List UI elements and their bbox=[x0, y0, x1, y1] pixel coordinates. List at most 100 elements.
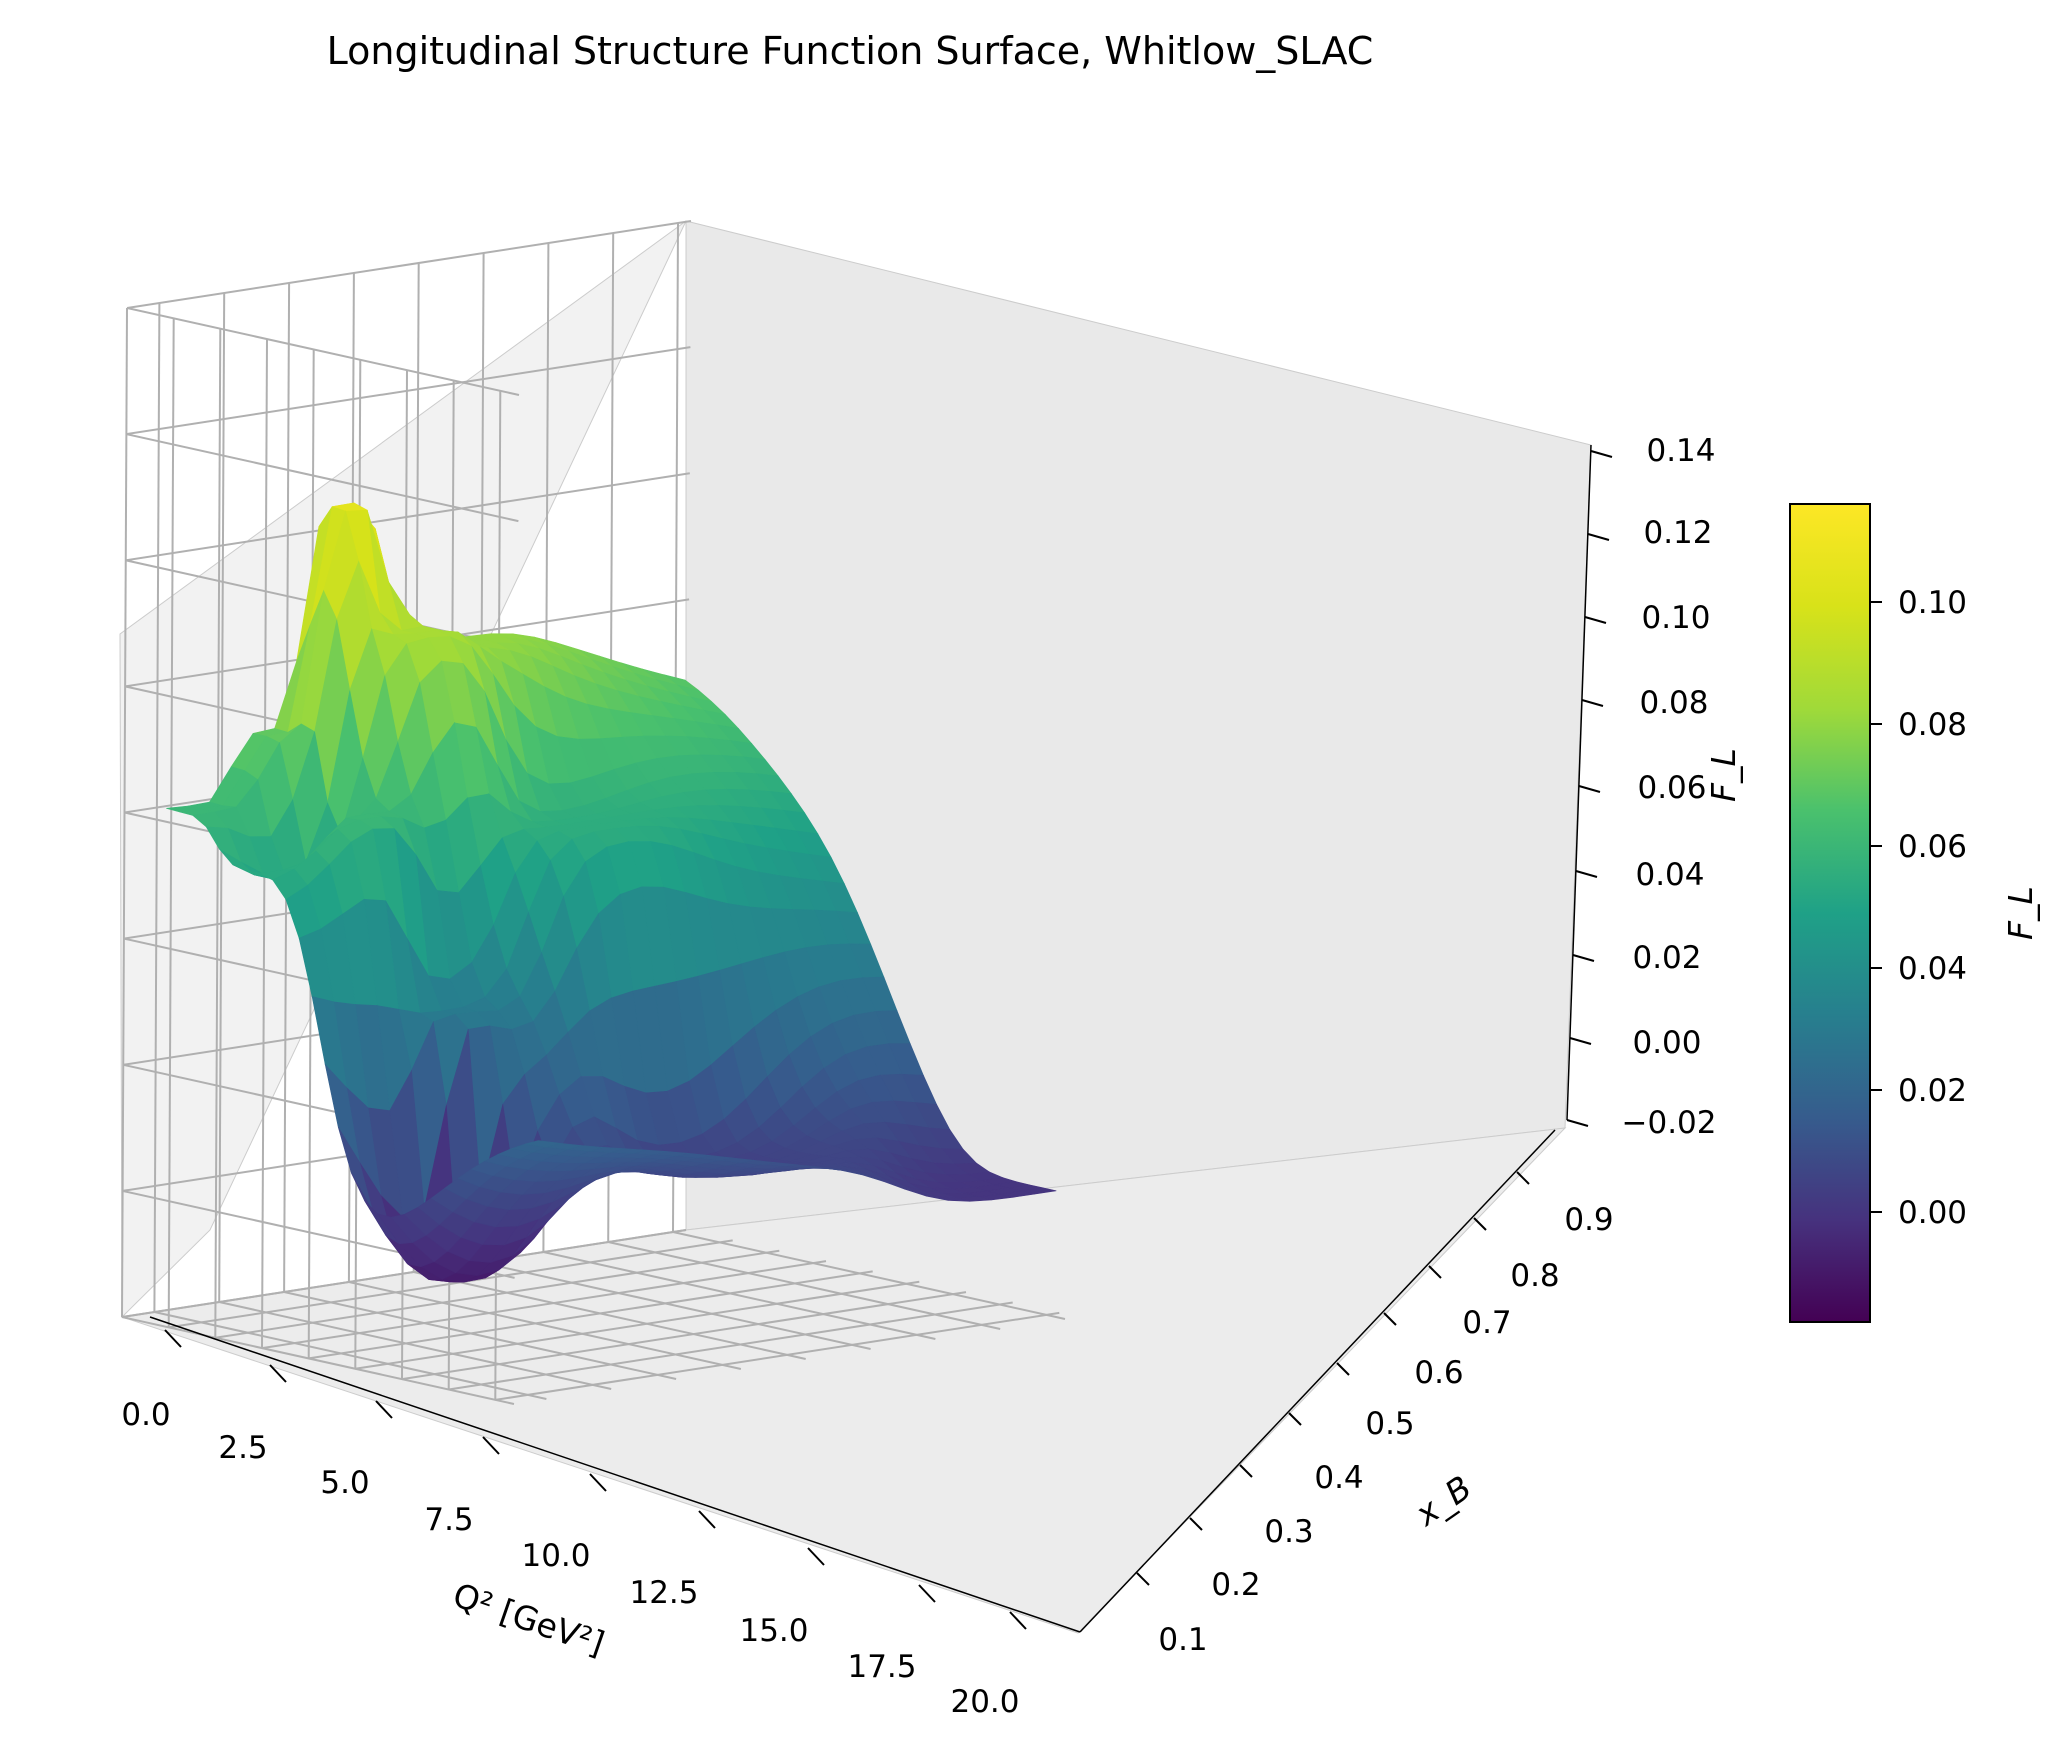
grid-line bbox=[283, 1291, 677, 1380]
grid-line bbox=[126, 220, 692, 309]
z-tick-label: 0.06 bbox=[1637, 770, 1706, 806]
grid-line bbox=[672, 1231, 1066, 1320]
grid-line bbox=[154, 1311, 547, 1400]
grid-line bbox=[126, 346, 691, 436]
z-axis-line bbox=[1566, 444, 1592, 1121]
y-tick-label: 0.7 bbox=[1462, 1305, 1511, 1341]
x-tick: 2.5 bbox=[218, 1364, 287, 1466]
x-tick: 15.0 bbox=[739, 1547, 825, 1649]
colorbar-tick-label: 0.10 bbox=[1898, 585, 1967, 621]
x-tick: 10.0 bbox=[521, 1473, 607, 1574]
colorbar-tick: 0.02 bbox=[1870, 1073, 1967, 1109]
y-tick: 0.7 bbox=[1428, 1265, 1512, 1341]
grid-line bbox=[218, 1301, 612, 1390]
x-tick: 7.5 bbox=[424, 1436, 500, 1538]
z-tick-label: 0.14 bbox=[1646, 433, 1715, 469]
colorbar: 0.00 0.02 0.04 0.06 0.08 0.10 F_L bbox=[1789, 503, 2040, 1323]
x-tick: 12.5 bbox=[629, 1510, 716, 1611]
z-tick: 0.10 bbox=[1584, 600, 1711, 636]
y-tick-label: 0.8 bbox=[1510, 1258, 1559, 1294]
z-tick-label: 0.08 bbox=[1639, 685, 1708, 721]
x-tick-label: 12.5 bbox=[629, 1575, 698, 1611]
x-tick: 0.0 bbox=[121, 1329, 182, 1433]
x-tick: 17.5 bbox=[847, 1584, 936, 1685]
grid-line bbox=[121, 1229, 687, 1318]
z-tick: −0.02 bbox=[1566, 1105, 1717, 1141]
z-tick-label: −0.02 bbox=[1622, 1105, 1717, 1141]
y-tick: 0.4 bbox=[1288, 1412, 1364, 1496]
colorbar-tick: 0.04 bbox=[1870, 951, 1967, 987]
x-axis-label: Q² [GeV²] bbox=[448, 1575, 609, 1663]
y-axis-label: x_B bbox=[1407, 1468, 1478, 1534]
z-tick: 0.00 bbox=[1569, 1025, 1702, 1061]
colorbar-tick-label: 0.08 bbox=[1898, 707, 1967, 743]
x-tick-label: 20.0 bbox=[950, 1684, 1019, 1720]
x-tick-label: 15.0 bbox=[739, 1613, 808, 1649]
y-tick: 0.3 bbox=[1239, 1464, 1314, 1550]
surface bbox=[166, 502, 1057, 1283]
z-tick: 0.06 bbox=[1578, 770, 1707, 806]
y-tick: 0.2 bbox=[1189, 1517, 1261, 1603]
colorbar-tick-label: 0.06 bbox=[1898, 829, 1967, 865]
y-tick-label: 0.3 bbox=[1264, 1514, 1313, 1550]
grid-line bbox=[495, 1311, 1060, 1401]
y-tick: 0.1 bbox=[1136, 1572, 1208, 1658]
y-tick-label: 0.9 bbox=[1564, 1202, 1613, 1238]
y-tick-label: 0.6 bbox=[1414, 1355, 1463, 1391]
colorbar-tick: 0.06 bbox=[1870, 829, 1967, 865]
x-axis-line bbox=[149, 1316, 1081, 1633]
x-tick-label: 2.5 bbox=[218, 1430, 267, 1466]
z-tick-label: 0.02 bbox=[1632, 940, 1701, 976]
y-tick-label: 0.4 bbox=[1314, 1460, 1363, 1496]
x-tick-label: 5.0 bbox=[320, 1465, 369, 1501]
grid-line bbox=[448, 1301, 1013, 1391]
surface-facet bbox=[524, 1140, 560, 1148]
grid-line bbox=[543, 1251, 936, 1340]
z-axis-ticks: −0.02 0.00 0.02 0.04 0.06 0.08 0.10 0.12… bbox=[1566, 433, 1717, 1141]
z-tick: 0.08 bbox=[1581, 685, 1709, 721]
colorbar-tick: 0.08 bbox=[1870, 707, 1967, 743]
x-tick-label: 7.5 bbox=[424, 1502, 473, 1538]
x-tick: 5.0 bbox=[320, 1400, 393, 1501]
colorbar-tick-label: 0.04 bbox=[1898, 951, 1967, 987]
x-tick-label: 10.0 bbox=[521, 1538, 590, 1574]
z-tick: 0.02 bbox=[1572, 940, 1702, 976]
y-tick: 0.9 bbox=[1516, 1171, 1614, 1238]
grid-line bbox=[125, 472, 690, 562]
z-tick-label: 0.12 bbox=[1643, 515, 1712, 551]
z-tick: 0.14 bbox=[1590, 433, 1716, 469]
colorbar-tick: 0.10 bbox=[1870, 585, 1967, 621]
grid-line bbox=[121, 1316, 515, 1405]
x-tick-label: 17.5 bbox=[847, 1649, 916, 1685]
grid-line bbox=[348, 1281, 742, 1370]
colorbar-label: F_L bbox=[2001, 886, 2040, 940]
colorbar-gradient bbox=[1789, 503, 1871, 1323]
colorbar-tick-label: 0.02 bbox=[1898, 1073, 1967, 1109]
z-tick-label: 0.04 bbox=[1635, 857, 1704, 893]
y-tick: 0.8 bbox=[1473, 1217, 1560, 1294]
y-tick-label: 0.2 bbox=[1211, 1567, 1260, 1603]
grid-line bbox=[126, 433, 519, 523]
grid-line bbox=[126, 307, 520, 396]
y-axis-line bbox=[1079, 1129, 1556, 1633]
y-tick: 0.5 bbox=[1336, 1362, 1415, 1442]
x-tick: 20.0 bbox=[950, 1611, 1027, 1720]
z-tick: 0.04 bbox=[1575, 857, 1705, 893]
x-axis-ticks: 0.0 2.5 5.0 7.5 10.0 12.5 15.0 17.5 20.0 bbox=[121, 1329, 1027, 1720]
y-tick-label: 0.5 bbox=[1365, 1406, 1414, 1442]
y-tick: 0.6 bbox=[1383, 1312, 1464, 1391]
y-axis-ticks: 0.1 0.2 0.3 0.4 0.5 0.6 0.7 0.8 0.9 bbox=[1136, 1171, 1614, 1658]
z-axis-label: F_L bbox=[1704, 748, 1743, 802]
axes-3d bbox=[119, 220, 1592, 1634]
colorbar-tick-label: 0.00 bbox=[1898, 1195, 1967, 1231]
grid-line bbox=[478, 1261, 871, 1350]
grid-line bbox=[607, 1241, 1001, 1330]
grid-line bbox=[413, 1271, 806, 1360]
x-tick-label: 0.0 bbox=[121, 1397, 170, 1433]
z-tick-label: 0.10 bbox=[1641, 600, 1710, 636]
colorbar-tick: 0.00 bbox=[1870, 1195, 1967, 1231]
y-tick-label: 0.1 bbox=[1158, 1622, 1207, 1658]
z-tick: 0.12 bbox=[1587, 515, 1713, 551]
chart-title: Longitudinal Structure Function Surface,… bbox=[327, 29, 1374, 73]
